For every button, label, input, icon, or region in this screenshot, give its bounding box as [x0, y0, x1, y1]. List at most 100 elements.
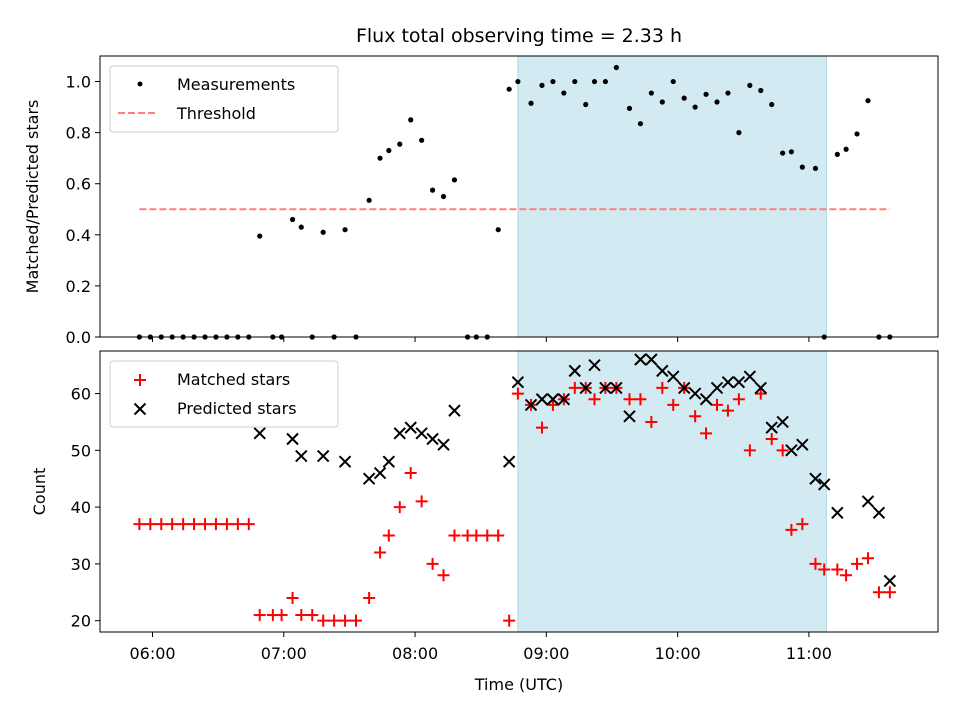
- measurement-point: [725, 90, 731, 96]
- measurement-point: [298, 224, 304, 230]
- bottom-y-tick-label: 20: [71, 612, 91, 631]
- matched-star-point: [295, 608, 308, 621]
- predicted-star-point: [645, 353, 658, 366]
- measurement-point: [602, 78, 609, 85]
- legend-predicted-label: Predicted stars: [177, 399, 297, 418]
- matched-star-point: [339, 614, 352, 627]
- predicted-star-point: [883, 574, 897, 588]
- matched-star-point: [177, 518, 190, 531]
- legend-matched-label: Matched stars: [177, 370, 290, 389]
- measurement-point: [626, 105, 633, 111]
- measurement-point: [320, 229, 326, 235]
- x-axis-label: Time (UTC): [474, 675, 563, 694]
- measurement-point: [419, 137, 425, 143]
- top-y-tick-label: 1.0: [66, 73, 91, 92]
- predicted-star-point: [796, 438, 809, 451]
- measurement-point: [692, 104, 698, 110]
- matched-star-point: [133, 518, 146, 531]
- bottom-y-axis-label: Count: [30, 468, 49, 516]
- measurement-point: [659, 99, 665, 105]
- top-plot-frame: [99, 55, 939, 338]
- measurement-point: [670, 78, 676, 85]
- matched-star-point: [700, 427, 713, 440]
- predicted-star-point: [535, 393, 549, 406]
- measurement-point: [561, 90, 567, 96]
- measurement-point: [539, 82, 545, 88]
- matched-star-point: [623, 393, 636, 406]
- matched-star-point: [448, 529, 461, 542]
- bottom-x-ticks: 06:00 07:00 08:00 09:00 10:00 11:00: [129, 632, 832, 663]
- predicted-star-point: [437, 438, 450, 451]
- highlight-span-bottom: [517, 351, 827, 632]
- matched-star-point: [286, 591, 299, 604]
- predicted-star-point: [599, 381, 612, 395]
- matched-star-point: [393, 501, 406, 514]
- measurement-point: [714, 99, 720, 105]
- matched-star-point: [437, 569, 450, 582]
- bottom-x-tick-label: 07:00: [261, 644, 307, 663]
- measurement-point: [583, 101, 589, 108]
- matched-star-point: [328, 614, 341, 627]
- bottom-x-tick-label: 10:00: [655, 644, 701, 663]
- top-y-tick-label: 0.4: [66, 226, 91, 245]
- matched-star-point: [754, 387, 767, 400]
- measurement-point: [854, 131, 860, 137]
- matched-star-point: [883, 586, 896, 599]
- measurement-point: [408, 117, 414, 123]
- bottom-y-ticks: 20 30 40 50 60: [71, 385, 100, 631]
- predicted-star-point: [721, 376, 735, 389]
- predicted-star-point: [656, 364, 669, 378]
- predicted-star-point: [338, 455, 352, 468]
- measurement-point: [736, 130, 742, 136]
- matched-star-point: [306, 608, 319, 621]
- matched-star-point: [511, 387, 524, 400]
- matched-star-point: [166, 518, 179, 531]
- top-y-axis-label: Matched/Predicted stars: [23, 100, 42, 294]
- matched-star-point: [818, 563, 831, 576]
- predicted-star-point: [362, 472, 376, 485]
- predicted-star-point: [610, 381, 623, 395]
- matched-star-point: [231, 518, 244, 531]
- ratio-panel: 0.0 0.2 0.4 0.6 0.8 1.0 Flux total observing …: [23, 25, 939, 347]
- measurement-point: [550, 78, 556, 85]
- measurement-point: [591, 78, 598, 85]
- matched-star-point: [349, 614, 362, 627]
- predicted-star-point: [688, 387, 702, 400]
- matched-star-point: [809, 557, 822, 570]
- matched-star-point: [721, 404, 734, 417]
- matched-star-point: [711, 398, 724, 411]
- measurement-point: [429, 187, 436, 193]
- measurement-point: [440, 193, 447, 200]
- matched-star-point: [317, 614, 330, 627]
- top-y-tick-label: 0.6: [66, 175, 91, 194]
- matched-star-point: [188, 518, 201, 531]
- predicted-star-point: [286, 432, 299, 446]
- matched-star-point: [765, 432, 778, 445]
- predicted-star-point: [404, 421, 417, 434]
- matched-star-point: [404, 467, 417, 480]
- matched-star-point: [732, 393, 745, 406]
- predicted-star-point: [710, 381, 724, 395]
- measurement-point: [769, 101, 775, 108]
- legend-threshold-label: Threshold: [176, 104, 256, 123]
- measurement-point: [637, 121, 644, 127]
- measurement-point: [780, 150, 786, 156]
- measurement-point: [758, 87, 764, 94]
- measurement-point: [681, 95, 687, 101]
- legend-measurements-dot-icon: [137, 81, 143, 87]
- legend-predicted-x-icon: [133, 402, 147, 416]
- bottom-y-tick-label: 30: [71, 555, 91, 574]
- predicted-star-point: [818, 478, 831, 491]
- chart-title: Flux total observing time = 2.33 h: [356, 25, 682, 47]
- measurement-point: [703, 91, 709, 97]
- predicted-star-point: [861, 495, 875, 508]
- measurement-point: [865, 98, 871, 104]
- matched-star-point: [144, 518, 157, 531]
- measurement-point: [528, 100, 534, 106]
- predicted-star-point: [373, 466, 387, 480]
- measurement-point: [397, 141, 403, 147]
- measurement-point: [843, 146, 849, 152]
- matched-star-point: [426, 557, 439, 570]
- matched-star-point: [199, 518, 212, 531]
- bottom-y-tick-label: 40: [71, 498, 91, 517]
